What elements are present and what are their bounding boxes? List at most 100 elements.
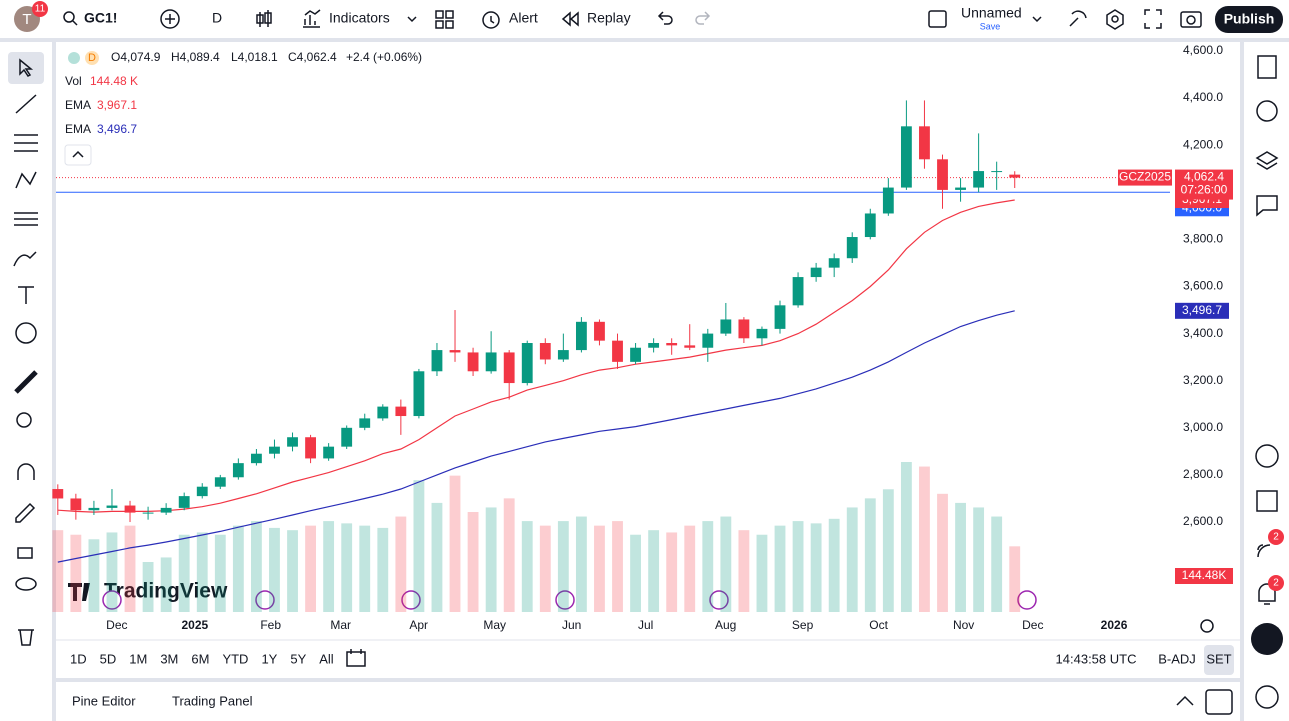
- measure-tool[interactable]: [14, 370, 38, 394]
- alert-button[interactable]: Alert: [509, 10, 538, 26]
- watchlist[interactable]: [1257, 55, 1277, 79]
- icon-tool[interactable]: [15, 322, 37, 344]
- layout-checkbox[interactable]: [928, 10, 947, 28]
- range-button[interactable]: 5D: [100, 651, 117, 666]
- undo[interactable]: [657, 11, 673, 25]
- volume-bar: [828, 518, 840, 612]
- chart-type-icon[interactable]: [256, 10, 272, 27]
- products[interactable]: [1251, 623, 1283, 655]
- last-price-tag: [1175, 169, 1233, 200]
- alerts[interactable]: [1256, 100, 1278, 122]
- remove-tool[interactable]: [18, 629, 34, 646]
- fib-tool[interactable]: [14, 134, 38, 152]
- study-value: 3,967.1: [97, 98, 137, 112]
- snapshot: [1186, 15, 1196, 25]
- volume-bar: [341, 523, 353, 612]
- alert-icon[interactable]: [482, 11, 500, 29]
- range-button[interactable]: 3M: [160, 651, 178, 666]
- layout-name[interactable]: Unnamed: [961, 5, 1022, 21]
- quick-search[interactable]: [1069, 10, 1087, 27]
- chat[interactable]: [1256, 195, 1278, 217]
- calendar[interactable]: [1256, 490, 1278, 512]
- indicators-icon[interactable]: [303, 9, 321, 28]
- indicators-button[interactable]: Indicators: [329, 10, 390, 26]
- volume-bar: [52, 530, 64, 612]
- cursor-tool[interactable]: [19, 58, 34, 77]
- object-tree[interactable]: [1255, 151, 1279, 170]
- lock-tool[interactable]: [17, 547, 33, 559]
- candle-body: [575, 321, 587, 351]
- y-tick-label: 4,200.0: [1183, 137, 1223, 151]
- badge: [32, 1, 48, 17]
- volume-bar: [648, 530, 660, 612]
- adjust-toggle[interactable]: B-ADJ: [1158, 651, 1196, 666]
- magnet-tool[interactable]: [17, 463, 35, 480]
- compare-icon[interactable]: [160, 9, 180, 29]
- search-icon: [72, 20, 78, 26]
- range-button[interactable]: 5Y: [290, 651, 306, 666]
- x-tick-label: 2025: [181, 618, 208, 632]
- candle-body: [160, 507, 172, 513]
- help[interactable]: [1255, 685, 1279, 709]
- symbol-tag-label: GCZ2025: [1119, 170, 1171, 184]
- volume-bar: [792, 521, 804, 612]
- range-button[interactable]: 6M: [191, 651, 209, 666]
- panel-tab[interactable]: Pine Editor: [72, 693, 136, 708]
- replay-icon[interactable]: [561, 11, 579, 27]
- date-range-icon[interactable]: [346, 649, 366, 667]
- settings[interactable]: [1106, 9, 1124, 30]
- collapse-legend[interactable]: [64, 144, 92, 166]
- replay-button[interactable]: Replay: [587, 10, 631, 26]
- range-button[interactable]: 1M: [129, 651, 147, 666]
- event-marker[interactable]: [709, 590, 729, 610]
- candle-body: [467, 352, 479, 372]
- x-tick-label: Mar: [330, 618, 351, 632]
- volume-bar: [196, 532, 208, 612]
- hide-tool[interactable]: [15, 577, 37, 591]
- maximize-panel[interactable]: [1205, 689, 1233, 715]
- expand-panel[interactable]: [1176, 695, 1194, 706]
- y-tick-label: 3,000.0: [1183, 420, 1223, 434]
- event-marker[interactable]: [255, 590, 275, 610]
- panel-tab[interactable]: Trading Panel: [172, 693, 253, 708]
- fullscreen[interactable]: [1144, 9, 1162, 29]
- search-icon[interactable]: [63, 11, 75, 23]
- volume-bar: [467, 512, 479, 612]
- redo[interactable]: [695, 11, 711, 25]
- brush-tool[interactable]: [13, 251, 37, 267]
- chevron[interactable]: [1032, 16, 1042, 23]
- x-tick-label: Feb: [260, 618, 281, 632]
- text-tool[interactable]: [18, 286, 34, 304]
- session-bg: [1204, 645, 1234, 675]
- candle-body: [810, 267, 822, 278]
- interval[interactable]: D: [212, 10, 222, 26]
- event-marker[interactable]: [401, 590, 421, 610]
- axis-settings[interactable]: [1200, 619, 1214, 633]
- volume-tag: [1175, 568, 1233, 584]
- range-button[interactable]: 1Y: [261, 651, 277, 666]
- range-button[interactable]: 1D: [70, 651, 87, 666]
- forecast-tool[interactable]: [14, 212, 38, 226]
- range-button[interactable]: All: [319, 651, 334, 666]
- x-tick-label: Jul: [638, 618, 653, 632]
- symbol[interactable]: GC1!: [84, 10, 117, 26]
- y-tick-label: 4,600.0: [1183, 43, 1223, 57]
- event-marker[interactable]: [102, 590, 122, 610]
- volume-bar: [413, 480, 425, 612]
- publish-button[interactable]: [1215, 6, 1283, 33]
- session-toggle[interactable]: SET: [1206, 651, 1231, 666]
- event-marker[interactable]: [1017, 590, 1037, 610]
- trend-line-tool[interactable]: [15, 94, 37, 114]
- ideas[interactable]: [1257, 544, 1271, 558]
- zoom-tool[interactable]: [16, 412, 32, 428]
- candle-body: [846, 237, 858, 259]
- event-marker[interactable]: [555, 590, 575, 610]
- study-name: EMA: [65, 122, 91, 136]
- snapshot[interactable]: [1180, 11, 1202, 28]
- range-button[interactable]: YTD: [222, 651, 248, 666]
- pattern-tool[interactable]: [15, 171, 37, 189]
- tech-analysis[interactable]: [1255, 444, 1279, 468]
- drawing-mode[interactable]: [15, 502, 36, 523]
- layouts-icon[interactable]: [435, 10, 454, 29]
- volume-bar: [612, 521, 623, 612]
